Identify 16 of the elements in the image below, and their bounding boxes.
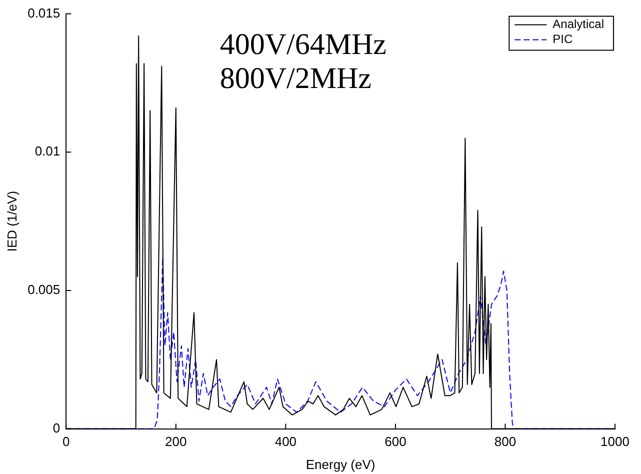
legend-label: Analytical (552, 17, 604, 32)
y-tick-label: 0.015 (28, 5, 60, 20)
x-axis-title: Energy (eV) (306, 456, 376, 472)
x-tick-label: 0 (62, 434, 70, 450)
annotation: 400V/64MHz (220, 28, 386, 61)
x-tick-label: 600 (384, 434, 406, 450)
y-tick-label: 0.01 (34, 144, 60, 159)
x-tick-label: 1000 (600, 434, 630, 450)
x-tick-label: 200 (165, 434, 187, 450)
annotation: 800V/2MHz (220, 62, 372, 95)
y-tick-label: 0.005 (28, 282, 60, 298)
y-tick-label: 0 (52, 420, 60, 436)
x-tick-label: 400 (274, 434, 297, 450)
y-axis-title: IED (1/eV) (4, 190, 20, 252)
legend-label: PIC (552, 32, 573, 46)
x-tick-label: 800 (494, 434, 516, 450)
